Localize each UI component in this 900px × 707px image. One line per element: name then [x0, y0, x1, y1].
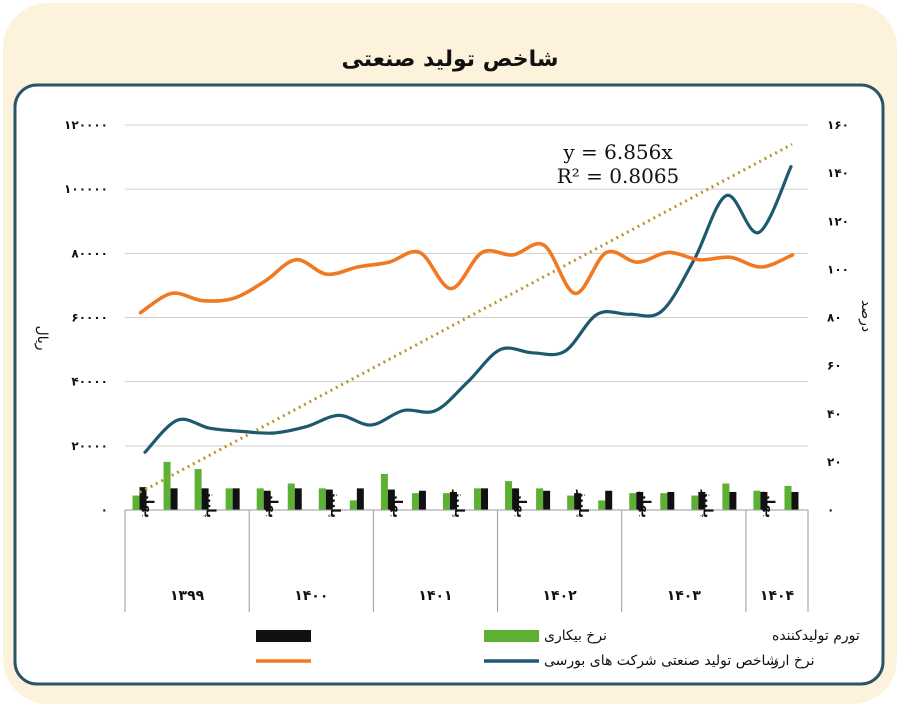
- left-tick-label: ۲۰۰۰۰: [71, 439, 108, 453]
- bar-ppi: [411, 493, 419, 510]
- trend-r2: R² = 0.8065: [557, 164, 680, 188]
- right-tick-label: ۰: [827, 503, 834, 517]
- legend-label: شاخص تولید صنعتی شرکت های بورسی: [544, 653, 778, 669]
- bar-unemployment: [201, 488, 209, 510]
- right-tick-label: ۸۰: [827, 311, 842, 325]
- bar-unemployment: [356, 488, 364, 510]
- bar-unemployment: [667, 491, 675, 510]
- season-label: بهار: [637, 491, 652, 518]
- bar-ppi: [753, 490, 761, 510]
- legend-swatch: [484, 630, 539, 642]
- bar-unemployment: [139, 487, 147, 510]
- bar-ppi: [691, 495, 699, 510]
- left-tick-label: ۴۰۰۰۰: [71, 375, 108, 389]
- bar-ppi: [163, 461, 171, 510]
- bar-unemployment: [698, 491, 706, 510]
- year-label: ۱۴۰۱: [418, 588, 452, 604]
- bar-ppi: [629, 493, 637, 510]
- season-label: پاییز: [451, 489, 466, 518]
- bar-ppi: [598, 500, 606, 510]
- season-label: بهار: [265, 491, 280, 518]
- chart-title: شاخص تولید صنعتی: [342, 47, 559, 72]
- bar-ppi: [132, 495, 140, 510]
- right-axis-ticks: ۰ ۲۰ ۴۰ ۶۰ ۸۰ ۱۰۰ ۱۲۰ ۱۴۰ ۱۶۰: [827, 118, 849, 517]
- bar-unemployment: [232, 488, 240, 510]
- bar-unemployment: [760, 491, 768, 510]
- bar-unemployment: [387, 489, 395, 510]
- bar-ppi: [567, 495, 575, 510]
- left-tick-label: ۶۰۰۰۰: [71, 311, 108, 325]
- trend-equation: y = 6.856x: [562, 140, 673, 164]
- right-tick-label: ۴۰: [827, 407, 842, 421]
- bar-ppi: [225, 488, 233, 510]
- bar-ppi: [442, 493, 450, 510]
- bar-unemployment: [481, 488, 489, 510]
- right-tick-label: ۲۰: [827, 455, 842, 469]
- bar-ppi: [722, 483, 730, 510]
- season-label: بهار: [141, 491, 156, 518]
- bar-unemployment: [263, 490, 271, 510]
- right-tick-label: ۱۶۰: [827, 118, 849, 132]
- left-tick-label: ۸۰۰۰۰: [71, 246, 108, 260]
- bar-ppi: [318, 488, 326, 510]
- year-label: ۱۴۰۳: [667, 588, 702, 604]
- right-tick-label: ۱۰۰: [827, 262, 849, 276]
- year-label: ۱۳۹۹: [170, 588, 205, 604]
- bar-ppi: [660, 493, 668, 510]
- bar-ppi: [349, 500, 357, 510]
- bar-unemployment: [791, 491, 799, 510]
- bar-unemployment: [636, 491, 644, 510]
- bar-unemployment: [543, 490, 551, 510]
- category-axis: بهار پاییز بهار پاییز بهار پاییز بهار پاییز بهار…: [124, 489, 809, 612]
- bar-ppi: [474, 488, 482, 510]
- right-tick-label: ۱۴۰: [827, 166, 849, 180]
- season-label: بهار: [761, 491, 776, 518]
- bar-unemployment: [418, 490, 426, 510]
- bar-series: [132, 461, 799, 510]
- bar-ppi: [287, 483, 295, 510]
- bar-ppi: [536, 488, 544, 510]
- bar-unemployment: [294, 488, 302, 510]
- right-tick-label: ۶۰: [827, 359, 842, 373]
- bar-ppi: [194, 469, 202, 510]
- bar-ppi: [380, 473, 388, 510]
- season-label: پاییز: [203, 489, 218, 518]
- season-label: بهار: [513, 491, 528, 518]
- season-label: پاییز: [327, 489, 342, 518]
- line-industrial-index: [138, 242, 795, 315]
- season-label: پاییز: [575, 489, 590, 518]
- year-label: ۱۴۰۲: [543, 588, 578, 604]
- legend-label: نرخ ارز: [771, 653, 815, 669]
- year-label: ۱۴۰۰: [294, 588, 328, 604]
- year-label: ۱۴۰۴: [760, 588, 795, 604]
- right-tick-label: ۱۲۰: [827, 214, 849, 228]
- plot-frame: [13, 83, 885, 686]
- season-label: پاییز: [699, 489, 714, 518]
- bar-unemployment: [729, 491, 737, 510]
- bar-unemployment: [574, 493, 582, 510]
- left-tick-label: ۱۲۰۰۰۰: [64, 118, 108, 132]
- legend-label: نرخ بیکاری: [544, 628, 607, 644]
- bar-unemployment: [512, 488, 520, 510]
- bar-unemployment: [605, 490, 613, 510]
- bar-ppi: [256, 488, 264, 510]
- left-axis-label: ریال: [34, 325, 50, 350]
- legend-label: تورم تولیدکننده: [772, 628, 860, 644]
- bar-unemployment: [170, 488, 178, 510]
- bar-unemployment: [325, 489, 333, 510]
- bar-unemployment: [449, 491, 457, 510]
- left-tick-label: ۰: [101, 503, 108, 517]
- right-axis-label: درصد: [858, 300, 874, 332]
- legend-swatch: [256, 630, 311, 642]
- season-label: بهار: [389, 491, 404, 518]
- bar-ppi: [505, 481, 513, 510]
- left-tick-label: ۱۰۰۰۰۰: [64, 182, 108, 196]
- left-axis-ticks: ۰ ۲۰۰۰۰ ۴۰۰۰۰ ۶۰۰۰۰ ۸۰۰۰۰ ۱۰۰۰۰۰ ۱۲۰۰۰۰: [64, 118, 108, 517]
- bar-ppi: [784, 485, 792, 510]
